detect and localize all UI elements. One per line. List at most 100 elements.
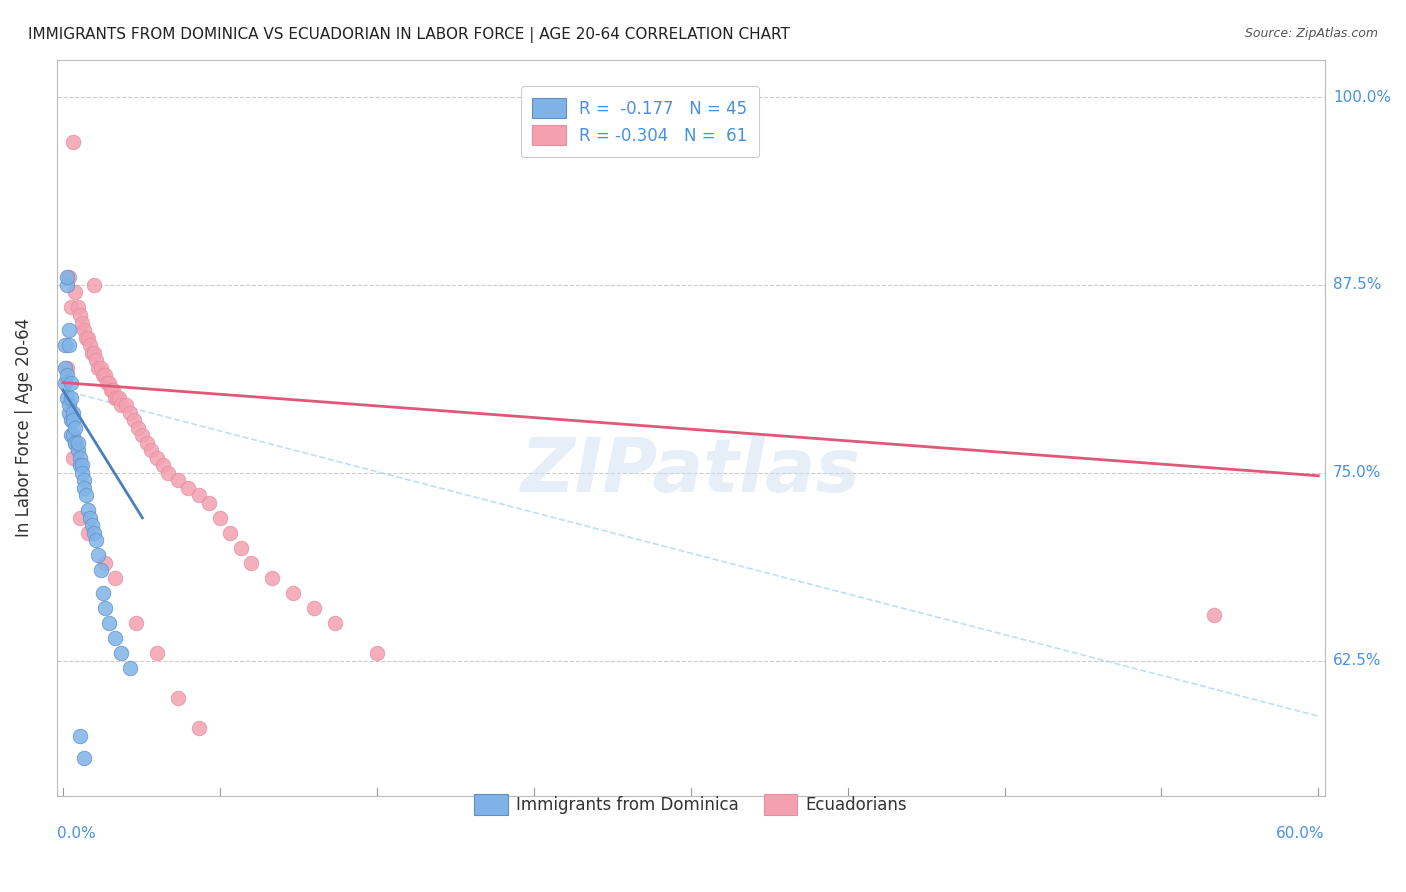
Point [79,338,101,352]
Point [62,428,84,442]
Point [62,406,84,420]
Point [229,541,252,555]
Point [75,330,97,344]
Point [69,450,91,465]
Point [83,277,105,292]
Point [53,360,76,375]
Point [60,391,83,405]
Point [152,458,174,473]
Point [110,398,132,412]
Point [62,413,84,427]
Point [60,301,83,315]
Point [56,360,79,375]
Point [73,481,96,495]
Point [167,691,190,706]
Point [60,413,83,427]
Text: 87.5%: 87.5% [1333,277,1381,293]
Point [105,391,128,405]
Point [208,511,231,525]
Point [60,428,83,442]
Point [104,571,127,585]
Point [79,511,101,525]
Point [198,496,221,510]
Point [58,270,80,285]
Point [75,488,97,502]
Point [77,330,100,344]
Point [86,353,108,368]
Point [73,751,96,765]
Text: 100.0%: 100.0% [1333,90,1391,104]
Point [146,646,169,660]
Point [187,488,209,502]
Point [82,518,104,533]
Point [96,376,118,390]
Point [70,466,93,480]
Point [69,458,91,473]
Point [187,721,209,735]
Point [82,345,104,359]
Point [156,466,179,480]
Point [104,631,127,645]
Point [262,571,284,585]
Point [122,413,145,427]
Point [65,435,87,450]
Point [131,428,153,442]
Point [1202,608,1225,623]
Point [114,398,136,412]
Point [66,301,89,315]
Point [100,383,122,397]
Point [366,646,388,660]
Point [62,450,84,465]
Point [83,525,105,540]
Point [77,525,100,540]
Point [77,503,100,517]
Point [73,323,96,337]
Point [62,135,84,149]
Point [69,308,91,322]
Point [97,376,120,390]
Point [90,563,112,577]
Point [108,391,131,405]
Point [58,338,80,352]
Text: Source: ZipAtlas.com: Source: ZipAtlas.com [1244,27,1378,40]
Point [219,525,242,540]
Point [118,661,141,675]
Point [118,406,141,420]
Point [87,549,110,563]
Point [70,458,93,473]
Point [65,285,87,300]
Point [69,511,91,525]
Point [83,345,105,359]
Point [66,435,89,450]
Point [65,435,87,450]
Point [56,277,79,292]
Point [56,368,79,383]
Point [281,586,304,600]
Point [93,556,115,570]
Point [93,368,115,383]
Point [97,615,120,630]
Point [146,450,169,465]
Text: ZIPatlas: ZIPatlas [520,435,860,508]
Text: 75.0%: 75.0% [1333,466,1381,480]
Point [56,391,79,405]
Point [58,398,80,412]
Text: IMMIGRANTS FROM DOMINICA VS ECUADORIAN IN LABOR FORCE | AGE 20-64 CORRELATION CH: IMMIGRANTS FROM DOMINICA VS ECUADORIAN I… [28,27,790,43]
Legend: Immigrants from Dominica, Ecuadorians: Immigrants from Dominica, Ecuadorians [461,780,921,828]
Point [86,533,108,548]
Text: 60.0%: 60.0% [1277,826,1324,841]
Point [91,586,114,600]
Point [167,473,190,487]
Point [139,443,162,458]
Point [323,615,346,630]
Point [66,443,89,458]
Point [60,376,83,390]
Point [104,391,127,405]
Point [58,406,80,420]
Point [58,323,80,337]
Point [69,729,91,743]
Point [65,420,87,434]
Point [53,338,76,352]
Point [177,481,200,495]
Point [302,601,325,615]
